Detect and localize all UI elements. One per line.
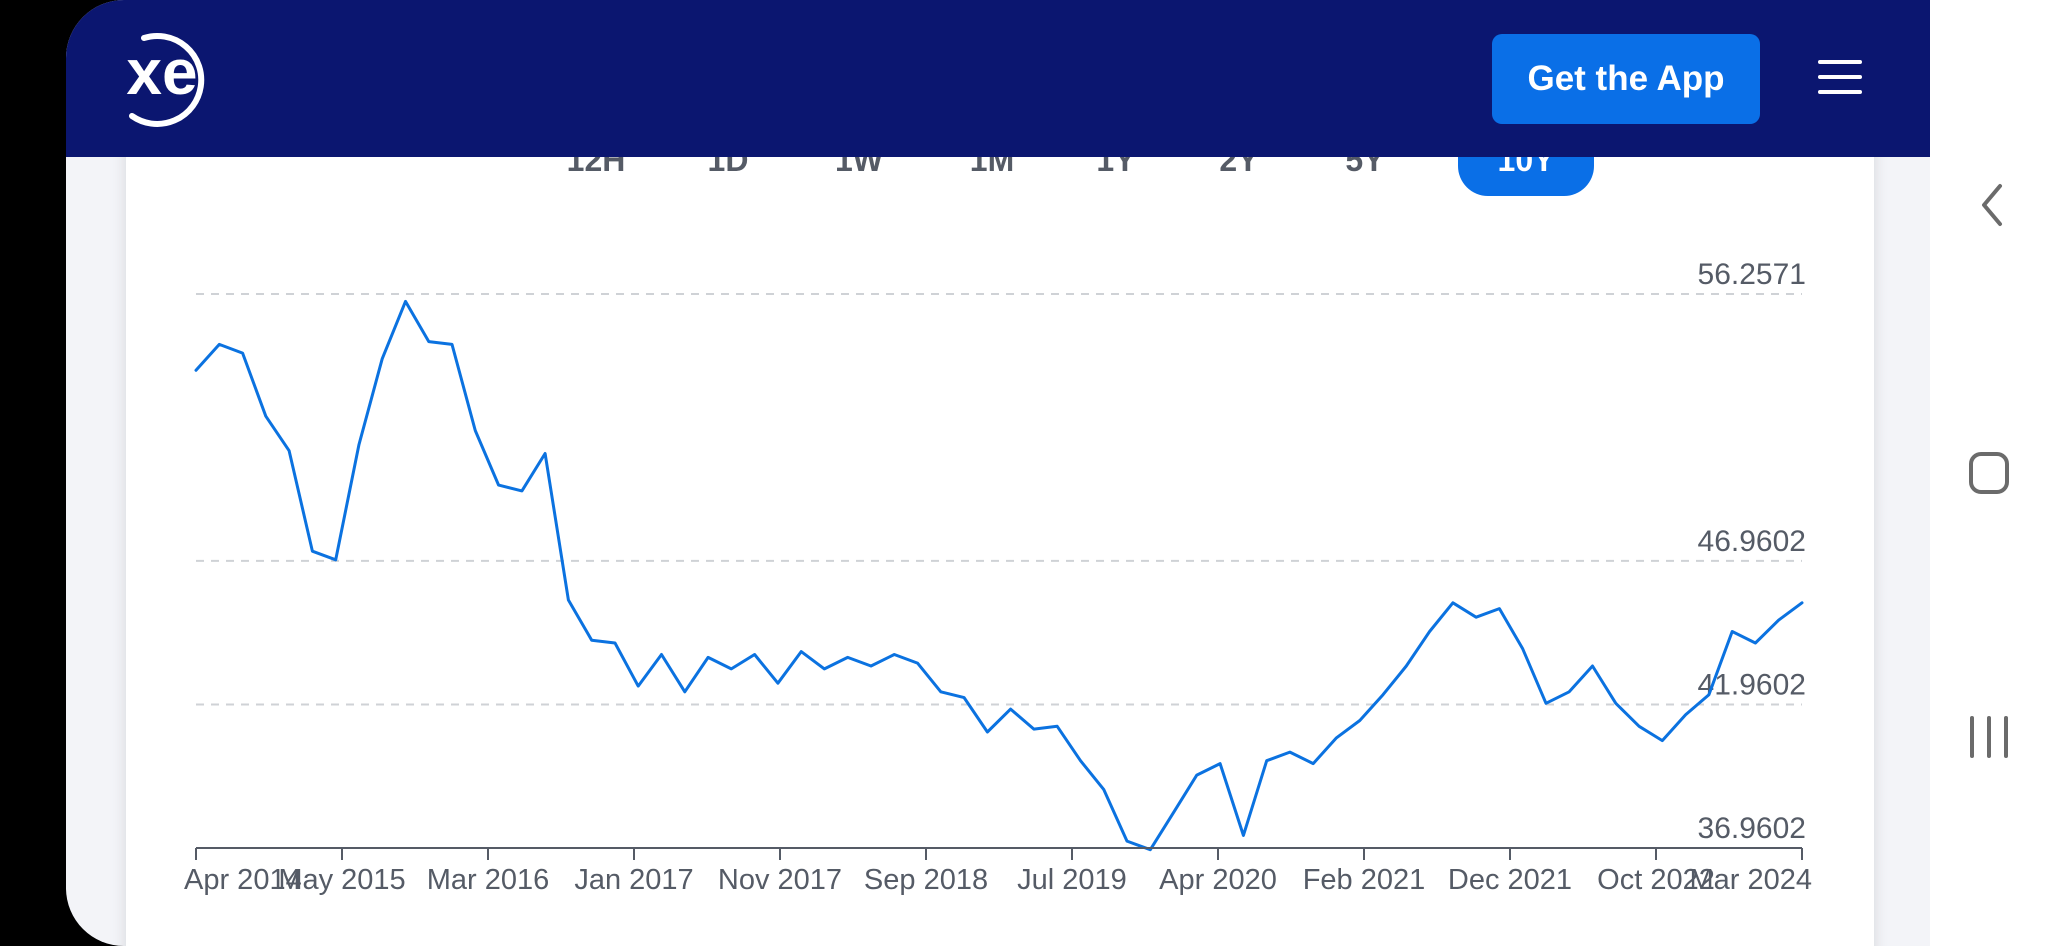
- app-screen: xe Get the App 12H 1D 1W 1M 1Y 2Y 5Y 10Y…: [66, 0, 1930, 946]
- grid-lines: [196, 293, 1802, 706]
- chart-card: 12H 1D 1W 1M 1Y 2Y 5Y 10Y: [126, 80, 1874, 946]
- y-tick-label: 56.2571: [1698, 258, 1806, 291]
- series-layer: [194, 299, 1804, 852]
- x-tick-label: Apr 2020: [1159, 864, 1277, 896]
- get-the-app-button[interactable]: Get the App: [1492, 34, 1760, 124]
- x-tick-label: Mar 2024: [1689, 864, 1812, 896]
- x-tick-label: Oct 2022: [1597, 864, 1715, 896]
- home-square-icon[interactable]: [1930, 448, 2048, 498]
- system-navigation-bar: [1930, 0, 2048, 946]
- x-tick-label: Nov 2017: [718, 864, 842, 896]
- series-line: [194, 299, 1804, 852]
- x-tick-label: Jul 2019: [1017, 864, 1127, 896]
- recent-apps-icon[interactable]: [1930, 712, 2048, 762]
- x-tick-label: Sep 2018: [864, 864, 988, 896]
- top-header: xe Get the App: [66, 0, 1930, 157]
- back-arrow-icon[interactable]: [1930, 180, 2048, 230]
- x-tick-label: May 2015: [278, 864, 405, 896]
- y-tick-label: 36.9602: [1698, 812, 1806, 845]
- x-tick-label: Mar 2016: [427, 864, 550, 896]
- xe-logo[interactable]: xe: [92, 28, 218, 128]
- logo-text: xe: [126, 36, 197, 108]
- hamburger-menu-icon[interactable]: [1818, 60, 1864, 98]
- x-tick-label: Jan 2017: [574, 864, 693, 896]
- x-tick-label: Feb 2021: [1303, 864, 1426, 896]
- x-tick-label: Dec 2021: [1448, 864, 1572, 896]
- x-tick-label: Apr 2014: [184, 864, 302, 896]
- y-tick-label: 46.9602: [1698, 525, 1806, 558]
